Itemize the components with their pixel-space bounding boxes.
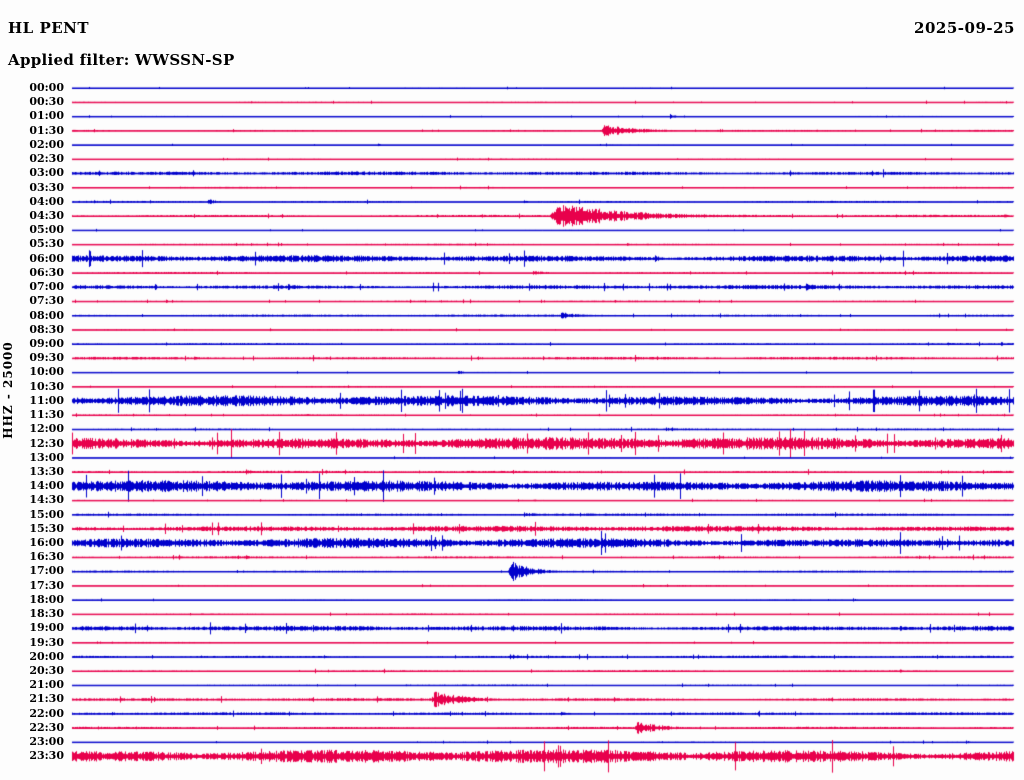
applied-filter-label: Applied filter: WWSSN-SP [8,51,235,69]
station-title: HL PENT [8,19,90,37]
record-date: 2025-09-25 [914,19,1015,37]
